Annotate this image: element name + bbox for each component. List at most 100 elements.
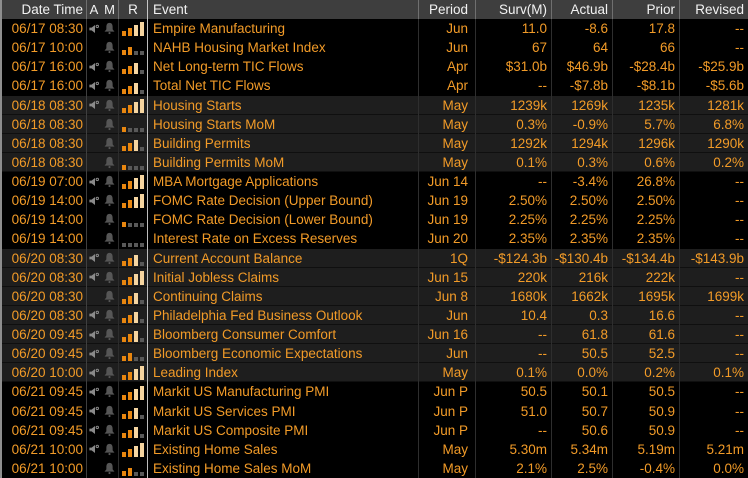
alarm-alert-cell[interactable] (101, 420, 119, 440)
event-row[interactable]: 06/19 14:00 FOMC Rate Decision (Upper Bou… (2, 191, 748, 211)
audio-alert-cell[interactable] (87, 229, 101, 248)
column-header-period[interactable]: Period (419, 0, 476, 19)
audio-alert-cell[interactable] (87, 57, 101, 76)
alarm-alert-cell[interactable] (101, 248, 119, 268)
alarm-alert-cell[interactable] (101, 38, 119, 58)
column-header-dt[interactable]: Date Time (2, 0, 87, 19)
revised-value: -- (735, 21, 744, 36)
audio-alert-cell[interactable] (87, 191, 101, 210)
audio-alert-cell[interactable] (87, 402, 101, 421)
event-row[interactable]: 06/20 08:30 Initial Jobless Claims Jun 15 2… (2, 267, 748, 287)
audio-alert-cell[interactable] (87, 306, 101, 325)
audio-alert-cell[interactable] (87, 382, 101, 401)
prior-value: 0.2% (613, 363, 680, 383)
event-row[interactable]: 06/18 08:30 Housing Starts MoM May 0.3% -0.9… (2, 114, 748, 134)
alarm-alert-cell[interactable] (101, 286, 119, 306)
prior-value: 1296k (613, 133, 680, 153)
relevance-bar (140, 194, 144, 209)
event-row[interactable]: 06/21 10:00 Existing Home Sales MoM May 2.1… (2, 458, 748, 478)
column-header-revised[interactable]: Revised (695, 2, 744, 17)
alarm-alert-cell[interactable] (101, 152, 119, 172)
alarm-alert-cell[interactable] (101, 114, 119, 134)
event-row[interactable]: 06/20 08:30 Philadelphia Fed Business Out… (2, 305, 748, 325)
audio-alert-cell[interactable] (87, 172, 101, 191)
event-row[interactable]: 06/17 16:00 Total Net TIC Flows Apr -- -$7.8… (2, 76, 748, 96)
alarm-alert-cell[interactable] (101, 439, 119, 459)
alarm-alert-cell[interactable] (101, 229, 119, 249)
prior-value: 66 (613, 38, 680, 58)
audio-alert-cell[interactable] (87, 19, 101, 38)
audio-alert-cell[interactable] (87, 440, 101, 459)
alarm-alert-cell[interactable] (101, 76, 119, 96)
period: 1Q (419, 248, 476, 268)
event-name: Markit US Services PMI (148, 401, 419, 421)
audio-alert-cell[interactable] (87, 153, 101, 172)
event-row[interactable]: 06/20 08:30 Continuing Claims Jun 8 1680k 16… (2, 286, 748, 306)
audio-alert-cell[interactable] (87, 344, 101, 363)
alarm-alert-cell[interactable] (101, 210, 119, 230)
prior-value: 17.8 (613, 19, 680, 39)
revised-value: -- (735, 231, 744, 247)
period: Jun 19 (419, 210, 476, 230)
alarm-alert-cell[interactable] (101, 305, 119, 325)
event-row[interactable]: 06/21 09:45 Markit US Manufacturing PMI Ju… (2, 382, 748, 402)
event-row[interactable]: 06/19 14:00 Interest Rate on Excess Reser… (2, 229, 748, 249)
event-row[interactable]: 06/20 08:30 Current Account Balance 1Q -$12… (2, 248, 748, 268)
audio-alert-cell[interactable] (87, 325, 101, 344)
event-row[interactable]: 06/19 14:00 FOMC Rate Decision (Lower Bou… (2, 210, 748, 230)
audio-alert-cell[interactable] (87, 287, 101, 306)
event-name: Housing Starts MoM (148, 114, 419, 134)
column-header-surv[interactable]: Surv(M) (476, 0, 552, 19)
alarm-alert-cell[interactable] (101, 267, 119, 287)
alarm-alert-cell[interactable] (101, 19, 119, 39)
column-header-audio[interactable]: A (89, 2, 99, 17)
alarm-alert-cell[interactable] (101, 172, 119, 192)
event-row[interactable]: 06/21 09:45 Markit US Services PMI Jun P 51… (2, 401, 748, 421)
audio-alert-cell[interactable] (87, 115, 101, 134)
alarm-alert-cell[interactable] (101, 133, 119, 153)
column-header-event[interactable]: Event (148, 0, 419, 19)
event-row[interactable]: 06/21 10:00 Existing Home Sales May 5.30m 5.… (2, 439, 748, 459)
column-header-alarm[interactable]: M (101, 0, 119, 19)
alarm-alert-cell[interactable] (101, 95, 119, 115)
actual-value: -0.9% (552, 114, 613, 134)
revised-value: 0.2% (713, 154, 744, 170)
actual-value: 5.34m (552, 439, 613, 459)
audio-alert-cell[interactable] (87, 249, 101, 268)
audio-alert-cell[interactable] (87, 38, 101, 57)
audio-alert-cell[interactable] (87, 459, 101, 478)
alarm-alert-cell[interactable] (101, 325, 119, 345)
event-row[interactable]: 06/19 07:00 MBA Mortgage Applications Jun … (2, 172, 748, 192)
event-row[interactable]: 06/21 09:45 Markit US Composite PMI Jun P-… (2, 420, 748, 440)
column-header-actual[interactable]: Actual (552, 0, 613, 19)
survey-value: -- (476, 344, 552, 364)
audio-alert-cell[interactable] (87, 421, 101, 440)
audio-alert-cell[interactable] (87, 96, 101, 115)
event-row[interactable]: 06/18 08:30 Building Permits MoM May 0.1% 0.… (2, 152, 748, 172)
audio-alert-cell[interactable] (87, 210, 101, 229)
alarm-alert-cell[interactable] (101, 57, 119, 77)
alarm-alert-cell[interactable] (101, 401, 119, 421)
event-row[interactable]: 06/17 16:00 Net Long-term TIC Flows Apr $31… (2, 57, 748, 77)
event-row[interactable]: 06/18 08:30 Housing Starts May 1239k 1269k 12… (2, 95, 748, 115)
audio-alert-cell[interactable] (87, 363, 101, 382)
alarm-alert-cell[interactable] (101, 458, 119, 478)
alarm-alert-cell[interactable] (101, 382, 119, 402)
alarm-alert-cell[interactable] (101, 363, 119, 383)
relevance-bar (122, 69, 126, 75)
alarm-alert-cell[interactable] (101, 344, 119, 364)
audio-alert-cell[interactable] (87, 268, 101, 287)
event-row[interactable]: 06/17 08:30 Empire Manufacturing Jun 11.0 -8… (2, 19, 748, 39)
column-header-prior[interactable]: Prior (613, 0, 680, 19)
event-row[interactable]: 06/20 09:45 Bloomberg Economic Expectatio… (2, 344, 748, 364)
event-row[interactable]: 06/17 10:00 NAHB Housing Market Index Jun 6… (2, 38, 748, 58)
relevance-bar (134, 197, 138, 209)
alarm-alert-cell[interactable] (101, 191, 119, 211)
event-row[interactable]: 06/20 09:45 Bloomberg Consumer Comfort Jun… (2, 325, 748, 345)
event-name: MBA Mortgage Applications (148, 172, 419, 192)
event-row[interactable]: 06/18 08:30 Building Permits May 1292k 1294k… (2, 133, 748, 153)
column-header-rel[interactable]: R (119, 0, 148, 19)
event-row[interactable]: 06/20 10:00 Leading Index May 0.1% 0.0% 0.2% 0… (2, 363, 748, 383)
audio-alert-cell[interactable] (87, 76, 101, 95)
audio-alert-cell[interactable] (87, 134, 101, 153)
